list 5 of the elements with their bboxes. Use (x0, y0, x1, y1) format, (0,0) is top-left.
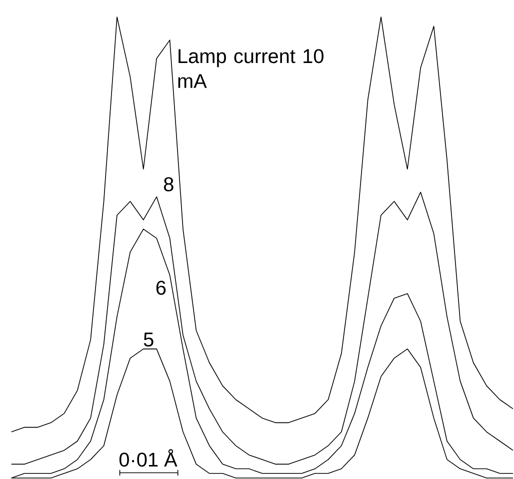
series-label: 8 (164, 177, 174, 192)
series-label: Lamp current 10 mA (178, 49, 324, 88)
annotation: 0·01 Å (119, 449, 178, 467)
series-label: 5 (144, 332, 154, 347)
series-label: 6 (156, 280, 166, 295)
